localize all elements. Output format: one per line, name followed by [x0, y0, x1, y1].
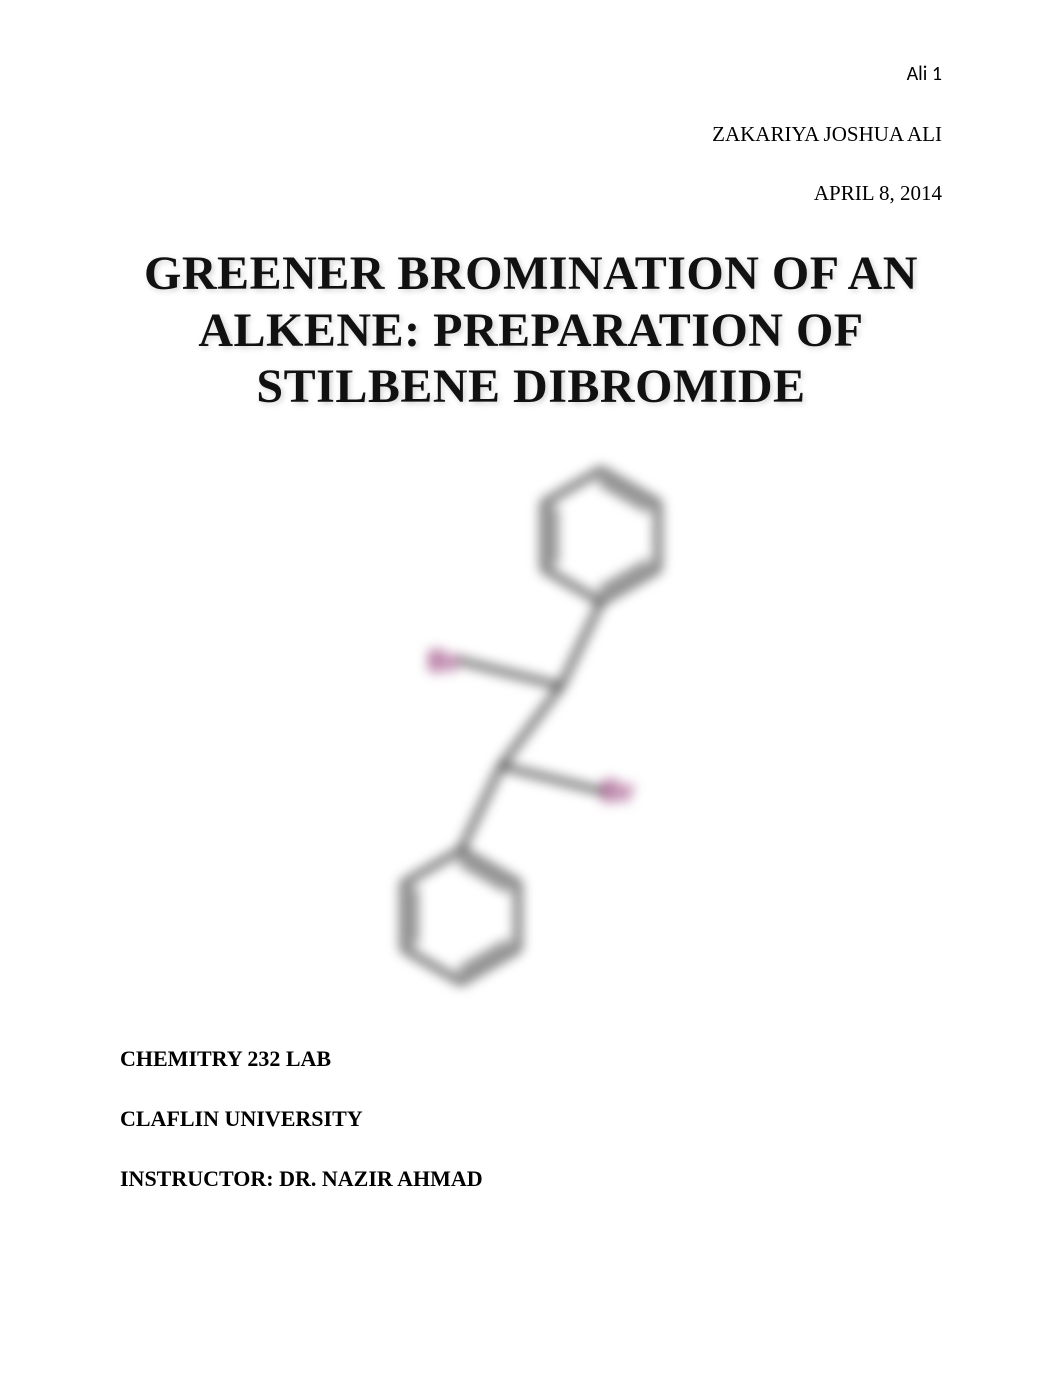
page-number: Ali 1 — [120, 62, 942, 86]
course-label: CHEMITRY 232 LAB — [120, 1046, 942, 1072]
document-title: GREENER BROMINATION OF AN ALKENE: PREPAR… — [141, 246, 921, 416]
school-label: CLAFLIN UNIVERSITY — [120, 1106, 942, 1132]
course-info-block: CHEMITRY 232 LAB CLAFLIN UNIVERSITY INST… — [120, 1046, 942, 1192]
title-line-1: GREENER BROMINATION OF AN — [141, 246, 921, 303]
molecule-figure: Br Br — [120, 446, 942, 1006]
author-name: ZAKARIYA JOSHUA ALI — [120, 122, 942, 147]
document-date: APRIL 8, 2014 — [120, 181, 942, 206]
svg-text:Br: Br — [428, 645, 462, 678]
title-line-2: ALKENE: PREPARATION OF — [141, 303, 921, 360]
document-page: Ali 1 ZAKARIYA JOSHUA ALI APRIL 8, 2014 … — [0, 0, 1062, 1377]
instructor-label: INSTRUCTOR: DR. NAZIR AHMAD — [120, 1166, 942, 1192]
svg-text:Br: Br — [601, 775, 635, 808]
title-line-3: STILBENE DIBROMIDE — [141, 359, 921, 416]
stilbene-dibromide-icon: Br Br — [321, 446, 741, 1006]
